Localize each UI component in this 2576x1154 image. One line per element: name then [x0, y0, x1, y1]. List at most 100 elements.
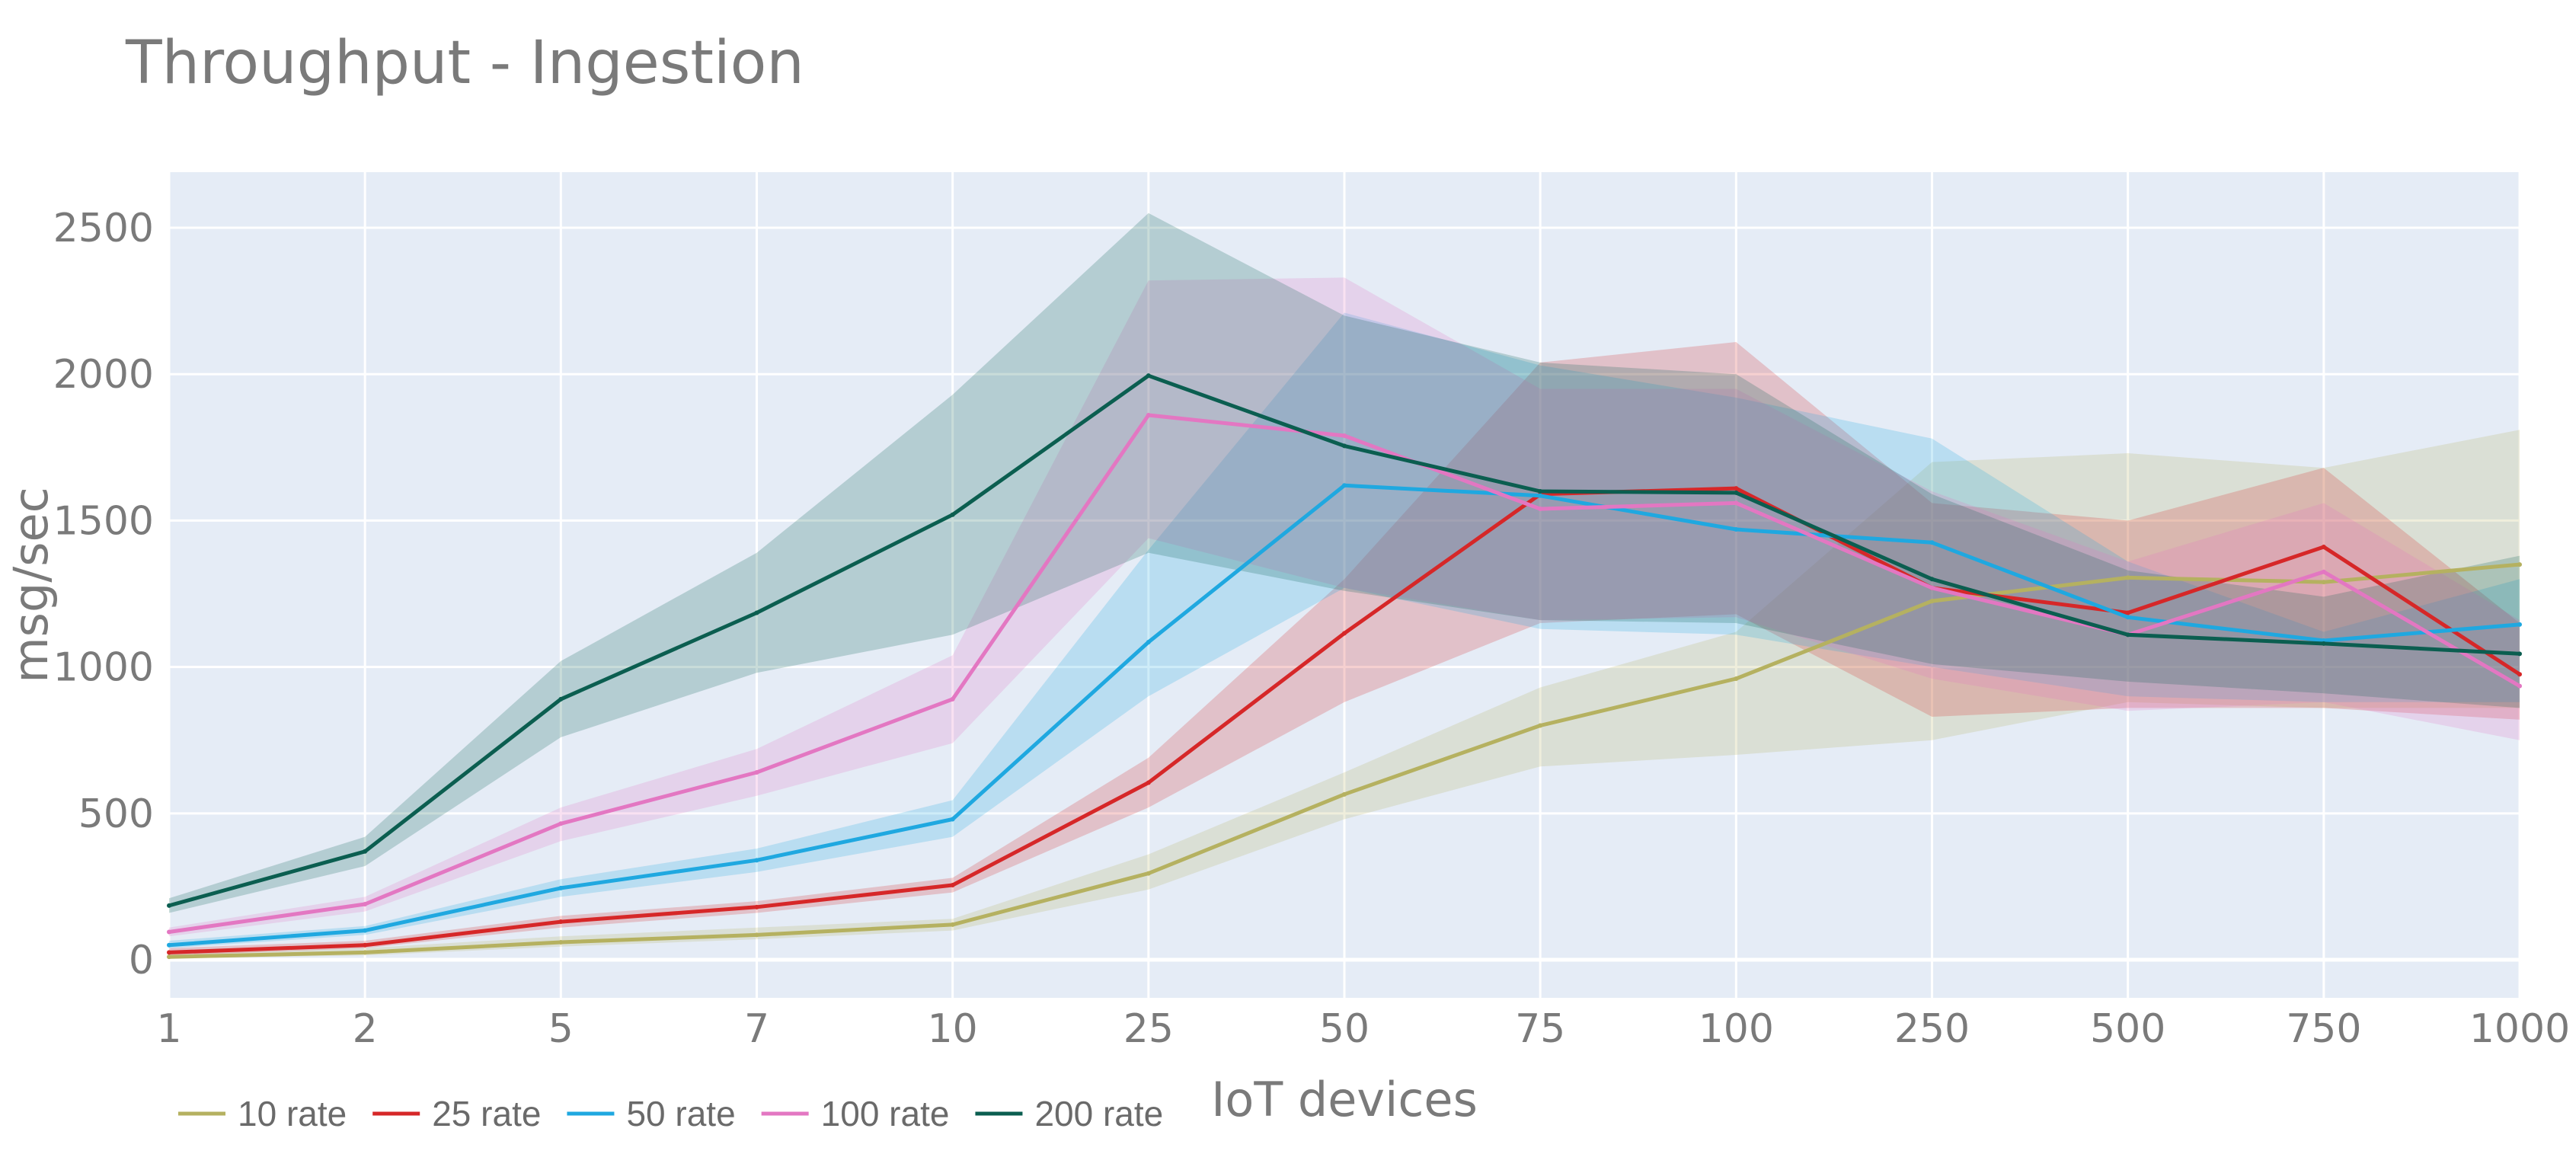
point-200-rate-1 [167, 903, 171, 908]
point-100-rate-7 [754, 770, 759, 775]
point-25-rate-500 [2125, 610, 2130, 615]
point-25-rate-5 [558, 919, 564, 925]
x-tick-label: 25 [1123, 1006, 1174, 1052]
point-200-rate-750 [2321, 641, 2326, 646]
point-100-rate-25 [1146, 413, 1151, 418]
point-25-rate-25 [1146, 780, 1151, 785]
y-tick-labels: 0 500 1000 1500 2000 2500 [53, 206, 154, 983]
point-50-rate-5 [558, 885, 564, 890]
point-10-rate-100 [1734, 676, 1739, 682]
y-tick-label: 2500 [53, 206, 154, 251]
x-tick-label: 250 [1894, 1006, 1970, 1052]
legend-label: 25 rate [432, 1094, 541, 1133]
point-10-rate-1 [167, 954, 171, 960]
point-200-rate-500 [2125, 632, 2130, 638]
legend-label: 100 rate [821, 1094, 950, 1133]
point-200-rate-50 [1342, 443, 1347, 449]
point-200-rate-75 [1538, 488, 1543, 494]
point-50-rate-1000 [2517, 622, 2522, 627]
point-100-rate-1 [167, 929, 171, 935]
x-tick-label: 1000 [2469, 1006, 2570, 1052]
point-10-rate-500 [2125, 575, 2130, 580]
legend-item-25-rate[interactable]: 25 rate [372, 1094, 541, 1133]
point-100-rate-10 [950, 696, 955, 702]
point-25-rate-1000 [2517, 672, 2522, 677]
band-200-rate [169, 213, 2520, 913]
band-50-rate [169, 312, 2520, 948]
x-tick-label: 5 [548, 1006, 574, 1052]
point-100-rate-5 [558, 821, 564, 826]
legend-label: 10 rate [238, 1094, 347, 1133]
x-tick-label: 1 [156, 1006, 181, 1052]
point-50-rate-2 [363, 928, 368, 933]
point-50-rate-100 [1734, 526, 1739, 532]
chart-title: Throughput - Ingestion [126, 29, 804, 97]
x-tick-label: 100 [1699, 1006, 1774, 1052]
x-axis-title: IoT devices [1211, 1072, 1478, 1127]
point-50-rate-25 [1146, 639, 1151, 644]
point-100-rate-2 [363, 901, 368, 906]
legend: 10 rate 25 rate 50 rate 100 rate 200 rate [178, 1094, 1163, 1133]
point-25-rate-10 [950, 883, 955, 888]
x-tick-label: 75 [1515, 1006, 1565, 1052]
point-200-rate-100 [1734, 490, 1739, 495]
legend-item-100-rate[interactable]: 100 rate [761, 1094, 950, 1133]
point-50-rate-500 [2125, 615, 2130, 620]
point-50-rate-250 [1929, 540, 1935, 545]
point-100-rate-75 [1538, 507, 1543, 512]
point-50-rate-75 [1538, 493, 1543, 498]
point-200-rate-5 [558, 696, 564, 702]
legend-item-50-rate[interactable]: 50 rate [567, 1094, 736, 1133]
legend-item-10-rate[interactable]: 10 rate [178, 1094, 347, 1133]
point-100-rate-100 [1734, 500, 1739, 506]
point-200-rate-250 [1929, 577, 1935, 582]
x-tick-labels: 1 2 5 7 10 25 50 75 100 250 500 750 1000 [156, 1006, 2570, 1052]
point-10-rate-1000 [2517, 562, 2522, 567]
point-10-rate-50 [1342, 791, 1347, 797]
point-25-rate-100 [1734, 486, 1739, 491]
y-tick-label: 0 [129, 938, 154, 983]
x-tick-label: 2 [353, 1006, 378, 1052]
point-50-rate-1 [167, 942, 171, 948]
point-200-rate-7 [754, 610, 759, 615]
x-tick-label: 10 [928, 1006, 978, 1052]
point-25-rate-1 [167, 950, 171, 955]
point-200-rate-1000 [2517, 651, 2522, 657]
x-tick-label: 50 [1319, 1006, 1369, 1052]
point-100-rate-1000 [2517, 683, 2522, 689]
legend-item-200-rate[interactable]: 200 rate [975, 1094, 1163, 1133]
x-tick-label: 500 [2090, 1006, 2165, 1052]
legend-label: 50 rate [626, 1094, 735, 1133]
point-50-rate-7 [754, 858, 759, 863]
point-10-rate-2 [363, 950, 368, 955]
band-25-rate [169, 342, 2520, 956]
point-10-rate-10 [950, 922, 955, 927]
y-tick-label: 2000 [53, 352, 154, 398]
x-tick-label: 7 [744, 1006, 769, 1052]
point-25-rate-7 [754, 904, 759, 909]
point-50-rate-50 [1342, 483, 1347, 488]
y-tick-label: 1000 [53, 645, 154, 691]
point-10-rate-75 [1538, 723, 1543, 728]
point-100-rate-750 [2321, 569, 2326, 574]
point-10-rate-5 [558, 939, 564, 945]
y-axis-title: msg/sec [3, 487, 59, 682]
point-25-rate-750 [2321, 545, 2326, 550]
point-25-rate-50 [1342, 631, 1347, 636]
point-200-rate-10 [950, 512, 955, 517]
point-200-rate-2 [363, 849, 368, 854]
point-10-rate-25 [1146, 871, 1151, 876]
point-100-rate-50 [1342, 433, 1347, 438]
y-tick-label: 500 [78, 791, 154, 837]
x-tick-label: 750 [2286, 1006, 2361, 1052]
band-10-rate [169, 430, 2520, 959]
y-gridlines [169, 226, 2520, 962]
y-tick-label: 1500 [53, 498, 154, 544]
x-gridlines [168, 172, 2521, 998]
series-lines [167, 373, 2522, 960]
point-200-rate-25 [1146, 373, 1151, 379]
point-100-rate-250 [1929, 585, 1935, 590]
point-10-rate-7 [754, 932, 759, 938]
point-25-rate-2 [363, 942, 368, 948]
